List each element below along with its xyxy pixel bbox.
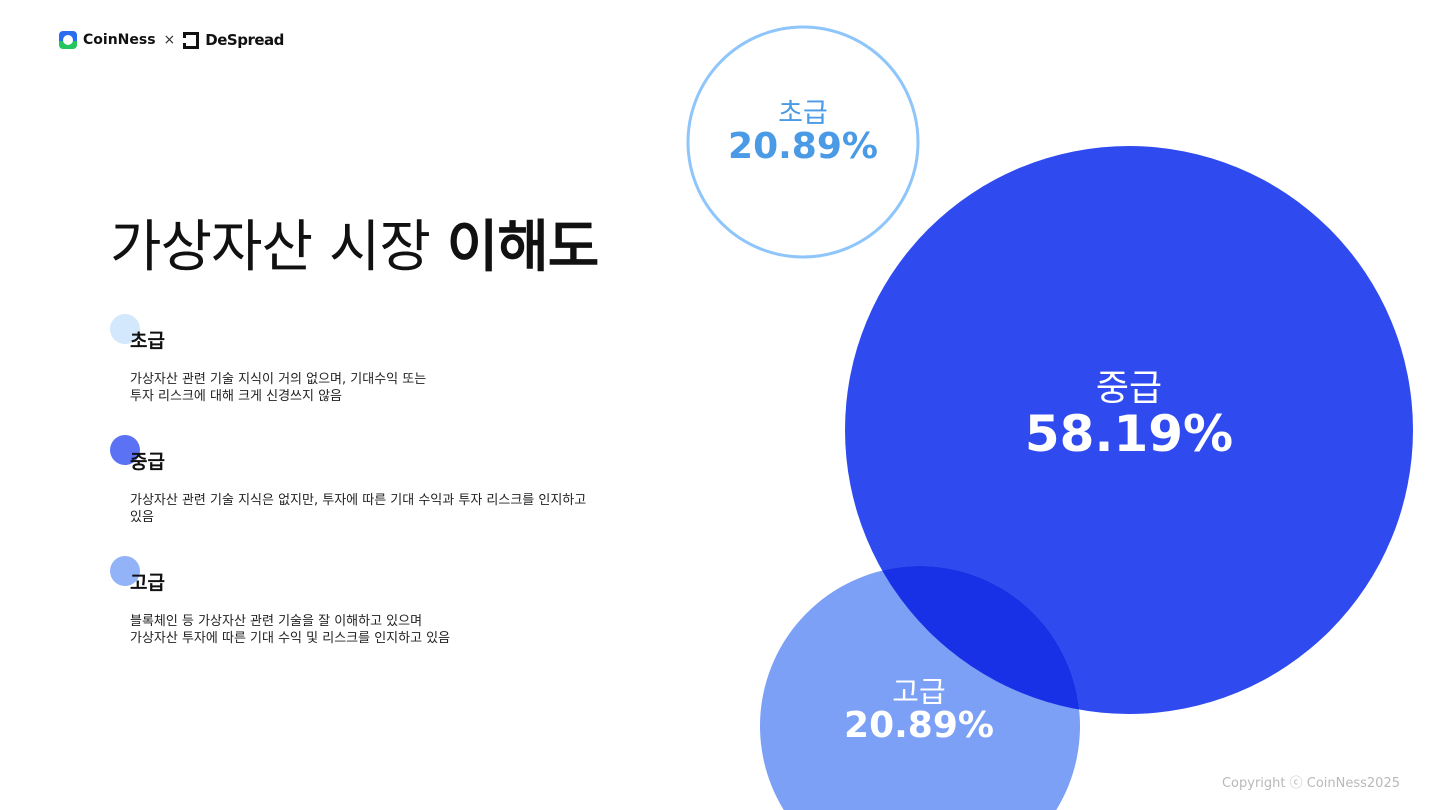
bubble-category: 중급 <box>1095 368 1163 409</box>
bubble-value: 58.19% <box>1024 404 1234 463</box>
bubble-label-beginner: 초급 20.89% <box>728 98 878 168</box>
page-title: 가상자산 시장 이해도 <box>110 202 600 283</box>
bubble-value: 20.89% <box>728 126 878 168</box>
times-sign: × <box>163 32 176 48</box>
bubble-intermediate <box>845 146 1413 714</box>
bubble-category: 초급 <box>778 98 828 129</box>
legend-item-intermediate: 중급 가상자산 관련 기술 지식은 없지만, 투자에 따른 기대 수익과 투자 … <box>110 435 586 525</box>
bubble-value: 20.89% <box>844 705 994 747</box>
brand-logo: CoinNess × DeSpread <box>59 31 284 49</box>
legend-item-beginner: 초급 가상자산 관련 기술 지식이 거의 없으며, 기대수익 또는 투자 리스크에… <box>110 314 580 404</box>
legend-dot <box>110 314 140 344</box>
legend-desc: 가상자산 관련 기술 지식이 거의 없으며, 기대수익 또는 투자 리스크에 대해… <box>130 372 427 404</box>
legend-desc: 블록체인 등 가상자산 관련 기술을 잘 이해하고 있으며 가상자산 투자에 따른… <box>130 614 451 646</box>
legend-label: 중급 <box>130 451 165 473</box>
title-light: 가상자산 시장 <box>110 215 431 280</box>
legend-label: 초급 <box>130 330 165 352</box>
coinness-logo-icon <box>59 31 77 49</box>
despread-logo-icon <box>183 31 200 49</box>
bubble-beginner <box>686 25 920 259</box>
copyright: Copyright ⓒ CoinNess2025 <box>1221 776 1400 791</box>
bubble-category: 고급 <box>892 675 946 709</box>
title-bold: 이해도 <box>446 215 600 280</box>
despread-name: DeSpread <box>205 31 284 49</box>
coinness-name: CoinNess <box>83 32 156 48</box>
legend-desc: 가상자산 관련 기술 지식은 없지만, 투자에 따른 기대 수익과 투자 리스크… <box>130 493 587 525</box>
bubble-label-advanced: 고급 20.89% <box>844 677 994 745</box>
legend-dot <box>110 556 140 586</box>
bubble-label-intermediate: 중급 58.19% <box>1025 370 1233 460</box>
legend-item-advanced: 고급 블록체인 등 가상자산 관련 기술을 잘 이해하고 있으며 가상자산 투자에… <box>110 556 580 646</box>
legend-dot <box>110 435 140 465</box>
legend-label: 고급 <box>130 572 165 594</box>
